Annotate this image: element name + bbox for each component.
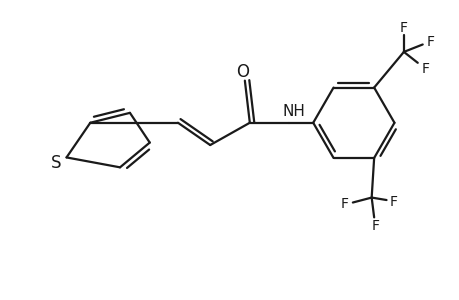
Text: F: F — [425, 35, 433, 49]
Text: NH: NH — [282, 104, 305, 119]
Text: O: O — [235, 63, 248, 81]
Text: F: F — [370, 219, 378, 233]
Text: F: F — [389, 194, 397, 208]
Text: F: F — [399, 21, 407, 34]
Text: F: F — [340, 197, 348, 211]
Text: S: S — [50, 154, 61, 172]
Text: F: F — [420, 62, 428, 76]
